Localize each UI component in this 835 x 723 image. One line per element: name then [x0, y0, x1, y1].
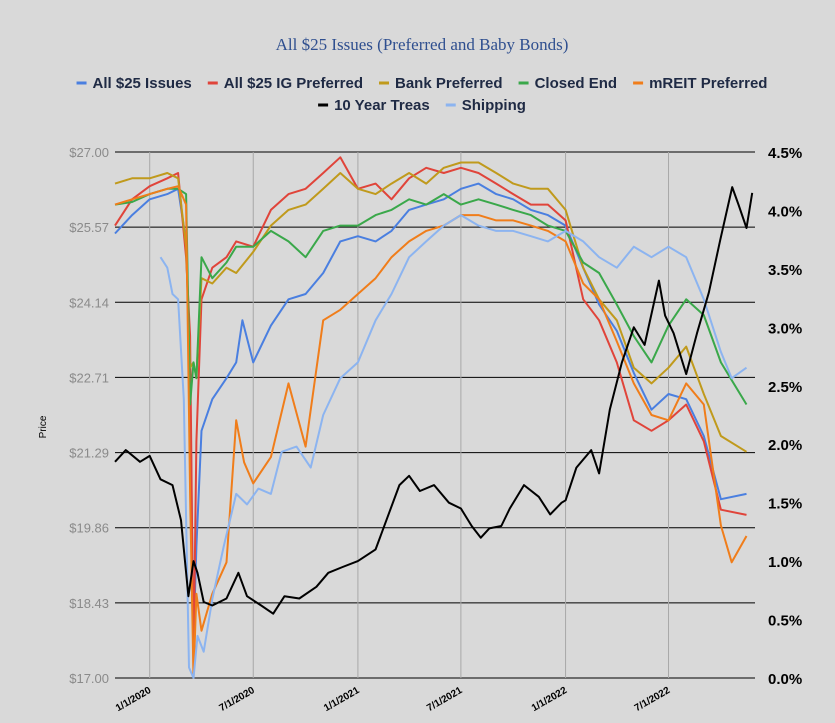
y2-tick-label: 0.0%: [768, 671, 802, 688]
y-tick-label: $21.29: [69, 446, 109, 461]
y-tick-label: $19.86: [69, 521, 109, 536]
legend-label-bank-preferred: Bank Preferred: [395, 75, 503, 92]
y-tick-label: $24.14: [69, 295, 109, 310]
y2-tick-label: 2.5%: [768, 379, 802, 396]
y2-tick-label: 3.0%: [768, 320, 802, 337]
chart-title: All $25 Issues (Preferred and Baby Bonds…: [276, 35, 569, 54]
y-axis-label: Price: [38, 415, 49, 438]
series-line-closed-end: [114, 187, 748, 406]
legend-label-mreit-preferred: mREIT Preferred: [649, 75, 767, 92]
legend-label-all-25-issues: All $25 Issues: [93, 75, 192, 92]
series-line-10-year-treas: [114, 186, 754, 615]
series-lines: [114, 156, 754, 679]
y-tick-label: $25.57: [69, 220, 109, 235]
y-tick-label: $17.00: [69, 671, 109, 686]
legend-label-shipping: Shipping: [462, 97, 526, 114]
y-tick-label: $27.00: [69, 145, 109, 160]
y2-tick-label: 4.5%: [768, 145, 802, 162]
series-line-shipping: [159, 214, 748, 679]
y2-tick-label: 0.5%: [768, 613, 802, 630]
y2-tick-label: 3.5%: [768, 262, 802, 279]
y2-tick-label: 1.0%: [768, 554, 802, 571]
legend-label-10-year-treas: 10 Year Treas: [334, 97, 430, 114]
grid: [115, 151, 755, 679]
y-tick-label: $22.71: [69, 370, 109, 385]
legend-label-closed-end: Closed End: [535, 75, 618, 92]
y2-tick-label: 2.0%: [768, 437, 802, 454]
y2-tick-label: 1.5%: [768, 496, 802, 513]
legend-label-all-25-ig-preferred: All $25 IG Preferred: [224, 75, 363, 92]
legend: All $25 Issues All $25 IG Preferred Bank P…: [76, 75, 767, 114]
y2-tick-label: 4.0%: [768, 203, 802, 220]
y-tick-label: $18.43: [69, 596, 109, 611]
